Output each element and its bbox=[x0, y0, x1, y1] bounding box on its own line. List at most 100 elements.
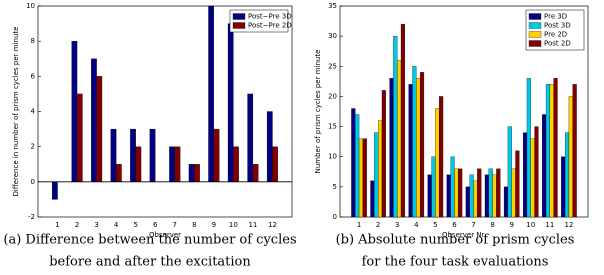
x-tick-label: 6 bbox=[452, 221, 457, 229]
legend-swatch bbox=[528, 13, 542, 20]
bar bbox=[507, 126, 512, 218]
x-tick-label: 3 bbox=[94, 221, 98, 229]
y-tick-label: 0 bbox=[31, 178, 35, 186]
x-axis-label: Observer bbox=[149, 231, 181, 239]
bar bbox=[351, 108, 356, 218]
bar bbox=[355, 114, 360, 218]
y-axis-label: Number of prism cycles per minute bbox=[314, 50, 322, 174]
bar bbox=[266, 111, 273, 182]
y-tick-label: 5 bbox=[333, 183, 337, 191]
bar bbox=[477, 168, 482, 218]
x-tick-label: 4 bbox=[414, 221, 419, 229]
bar bbox=[488, 168, 493, 218]
y-tick-label: 35 bbox=[328, 2, 337, 10]
caption: (b) Absolute number of prism cycles bbox=[336, 233, 575, 248]
bar bbox=[233, 146, 239, 182]
bar bbox=[416, 78, 421, 218]
x-axis-label: Observer Nr. bbox=[442, 231, 486, 239]
bar bbox=[174, 146, 181, 182]
x-tick-label: 5 bbox=[433, 221, 437, 229]
y-tick-label: 25 bbox=[328, 62, 337, 70]
bar bbox=[526, 78, 531, 218]
bar bbox=[378, 120, 383, 218]
legend-label: Post−Pre 3D bbox=[248, 13, 292, 21]
bar bbox=[247, 93, 254, 182]
caption: (a) Difference between the number of cyc… bbox=[3, 233, 296, 248]
y-tick-label: 20 bbox=[328, 92, 337, 100]
x-tick-label: 1 bbox=[55, 221, 59, 229]
x-tick-label: 4 bbox=[114, 221, 119, 229]
y-tick-label: 6 bbox=[31, 72, 36, 80]
bar bbox=[135, 146, 142, 182]
x-tick-label: 2 bbox=[376, 221, 380, 229]
bar bbox=[564, 132, 570, 218]
x-tick-label: 7 bbox=[471, 221, 475, 229]
bar bbox=[542, 114, 547, 218]
bar bbox=[465, 186, 470, 218]
legend-swatch bbox=[528, 22, 542, 29]
bar bbox=[427, 174, 432, 218]
bar bbox=[469, 174, 474, 218]
x-tick-label: 2 bbox=[75, 221, 79, 229]
legend-label: Post 2D bbox=[544, 40, 571, 48]
bar bbox=[473, 180, 478, 218]
bar bbox=[169, 146, 175, 182]
bar bbox=[227, 23, 234, 182]
x-tick-label: 11 bbox=[248, 221, 257, 229]
bar bbox=[76, 93, 83, 182]
y-tick-label: 10 bbox=[26, 2, 35, 10]
caption: before and after the excitation bbox=[49, 255, 251, 270]
bar bbox=[389, 78, 394, 218]
x-tick-label: 12 bbox=[564, 221, 573, 229]
x-tick-label: 6 bbox=[153, 221, 158, 229]
bar bbox=[545, 84, 550, 218]
bar bbox=[503, 186, 509, 218]
bar bbox=[374, 132, 379, 218]
bar bbox=[362, 138, 367, 218]
bar bbox=[116, 164, 122, 182]
bar bbox=[454, 168, 459, 218]
bar bbox=[511, 168, 516, 218]
x-tick-label: 3 bbox=[395, 221, 399, 229]
caption: for the four task evaluations bbox=[362, 255, 549, 270]
x-tick-label: 8 bbox=[490, 221, 494, 229]
bar bbox=[370, 180, 375, 218]
y-tick-label: -2 bbox=[28, 213, 35, 221]
x-tick-label: 8 bbox=[192, 221, 196, 229]
bar bbox=[52, 181, 58, 200]
y-tick-label: 8 bbox=[31, 37, 35, 45]
legend-swatch bbox=[528, 31, 542, 38]
bar bbox=[553, 78, 558, 218]
x-tick-label: 5 bbox=[133, 221, 137, 229]
legend-label: Pre 2D bbox=[544, 31, 567, 39]
legend-swatch bbox=[232, 13, 246, 20]
legend-label: Post 3D bbox=[544, 22, 571, 30]
bar bbox=[272, 146, 278, 182]
legend-swatch bbox=[528, 40, 542, 47]
bar bbox=[572, 84, 577, 218]
y-tick-label: 4 bbox=[31, 108, 36, 116]
legend-label: Post−Pre 2D bbox=[248, 22, 292, 30]
bar bbox=[561, 156, 566, 218]
bar bbox=[400, 23, 406, 218]
x-tick-label: 12 bbox=[268, 221, 277, 229]
y-tick-label: 2 bbox=[31, 143, 35, 151]
bar bbox=[71, 41, 78, 182]
x-tick-label: 10 bbox=[229, 221, 238, 229]
bar bbox=[208, 5, 214, 182]
x-tick-label: 1 bbox=[357, 221, 361, 229]
bar bbox=[358, 138, 364, 218]
bar bbox=[530, 138, 535, 218]
bar bbox=[484, 174, 489, 218]
x-tick-label: 11 bbox=[545, 221, 554, 229]
bar bbox=[446, 174, 451, 218]
legend-swatch bbox=[232, 22, 246, 29]
y-tick-label: 30 bbox=[328, 32, 337, 40]
bar bbox=[419, 72, 425, 218]
bar bbox=[381, 90, 386, 218]
bar bbox=[91, 58, 97, 182]
bar bbox=[534, 126, 539, 218]
y-tick-label: 10 bbox=[328, 153, 337, 161]
